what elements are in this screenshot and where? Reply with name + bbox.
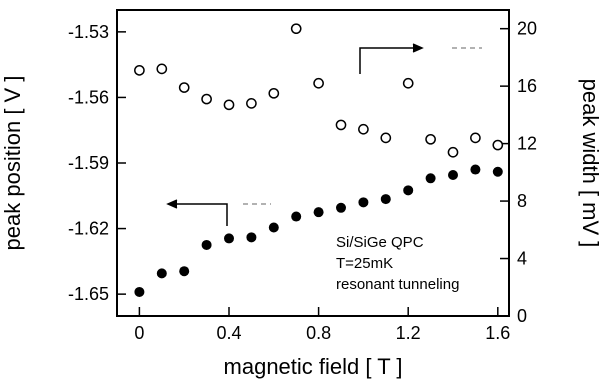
peak-position-series — [134, 164, 503, 297]
peak-width-point — [178, 82, 190, 93]
peak-position-point — [336, 202, 346, 213]
peak-width-point — [447, 146, 459, 158]
y-right-tick-label: 20 — [517, 19, 537, 39]
y-left-axis-title: peak position [ V ] — [0, 76, 25, 251]
peak-position-point — [291, 211, 302, 222]
peak-width-point — [380, 132, 392, 144]
annotation-regime: resonant tunneling — [336, 276, 459, 293]
y-left-tick-label: -1.62 — [68, 219, 109, 239]
peak-position-point — [246, 232, 257, 243]
peak-position-point — [134, 286, 145, 297]
y-right-axis-title: peak width [ mV ] — [578, 79, 601, 248]
plot-frame — [116, 9, 510, 317]
peak-width-point — [268, 87, 280, 99]
y-left-axis-ticks: -1.53 -1.56 -1.59 -1.62 -1.65 — [68, 22, 126, 304]
peak-width-point — [425, 133, 436, 145]
x-tick-label: 0 — [134, 323, 144, 343]
peak-width-point — [223, 99, 235, 111]
x-axis-title: magnetic field [ T ] — [224, 354, 403, 379]
y-right-tick-label: 0 — [517, 306, 527, 326]
y-right-tick-label: 12 — [517, 134, 537, 154]
peak-position-point — [156, 268, 167, 279]
peak-position-point — [492, 166, 503, 177]
right-axis-arrow — [359, 43, 424, 74]
left-axis-arrow — [166, 199, 228, 226]
peak-position-point — [179, 266, 190, 277]
peak-width-series — [134, 23, 504, 158]
y-right-tick-label: 4 — [517, 249, 527, 269]
peak-width-point — [156, 63, 168, 75]
peak-width-point — [246, 98, 257, 109]
peak-width-point — [470, 132, 481, 144]
annotation-temperature: T=25mK — [336, 255, 393, 272]
peak-width-point — [290, 23, 302, 35]
y-right-tick-label: 8 — [517, 191, 527, 211]
y-left-tick-label: -1.53 — [68, 22, 109, 42]
peak-width-point — [335, 119, 347, 131]
x-tick-label: 1.6 — [485, 323, 510, 343]
y-left-tick-label: -1.56 — [68, 87, 109, 107]
peak-position-point — [268, 222, 279, 233]
peak-width-point — [402, 77, 414, 89]
y-left-tick-label: -1.59 — [68, 153, 109, 173]
peak-position-point — [224, 233, 234, 244]
peak-position-point — [201, 239, 212, 250]
x-tick-label: 0.4 — [216, 323, 241, 343]
peak-width-point — [492, 139, 504, 151]
x-tick-label: 1.2 — [396, 323, 421, 343]
peak-position-point — [403, 185, 414, 196]
annotation-sample: Si/SiGe QPC — [336, 234, 424, 251]
peak-width-point — [201, 93, 212, 105]
peak-width-point — [313, 77, 324, 89]
x-tick-label: 0.8 — [306, 323, 331, 343]
peak-position-point — [470, 164, 481, 175]
peak-width-point — [134, 64, 145, 76]
y-right-tick-label: 16 — [517, 76, 537, 96]
peak-position-point — [313, 207, 324, 218]
peak-position-point — [425, 173, 436, 184]
peak-width-point — [358, 123, 369, 135]
y-right-axis-ticks: 0 4 8 12 16 20 — [500, 19, 537, 326]
x-axis-ticks: 0 0.4 0.8 1.2 1.6 — [134, 307, 510, 343]
peak-position-point — [358, 197, 369, 208]
peak-position-point — [448, 170, 458, 181]
y-left-tick-label: -1.65 — [68, 284, 109, 304]
peak-position-point — [380, 194, 391, 205]
